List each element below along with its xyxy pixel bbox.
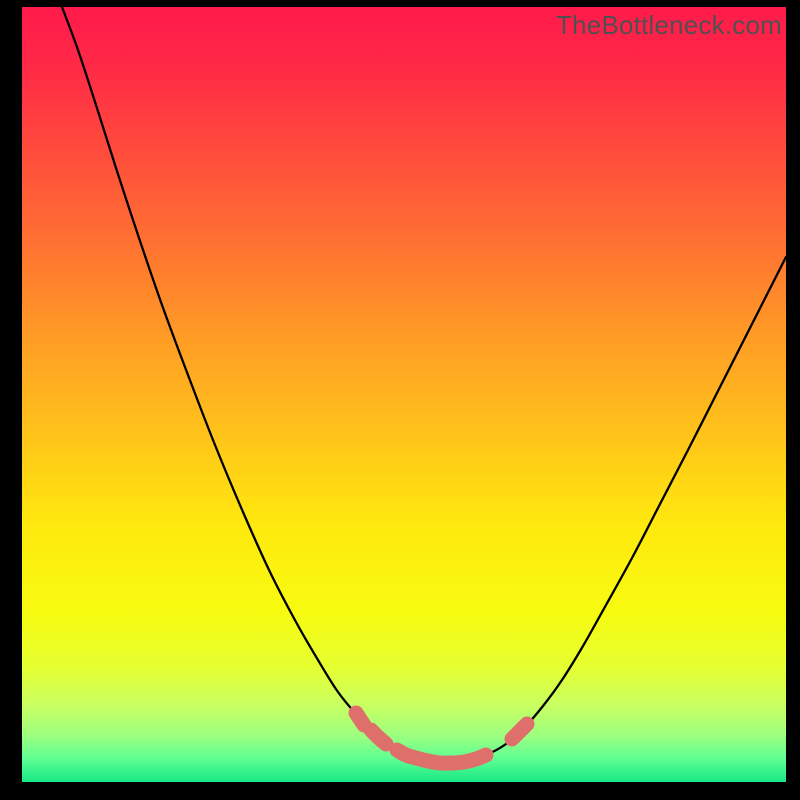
gradient-background <box>22 7 786 782</box>
watermark-text: TheBottleneck.com <box>556 10 782 41</box>
plot-area <box>22 7 786 782</box>
